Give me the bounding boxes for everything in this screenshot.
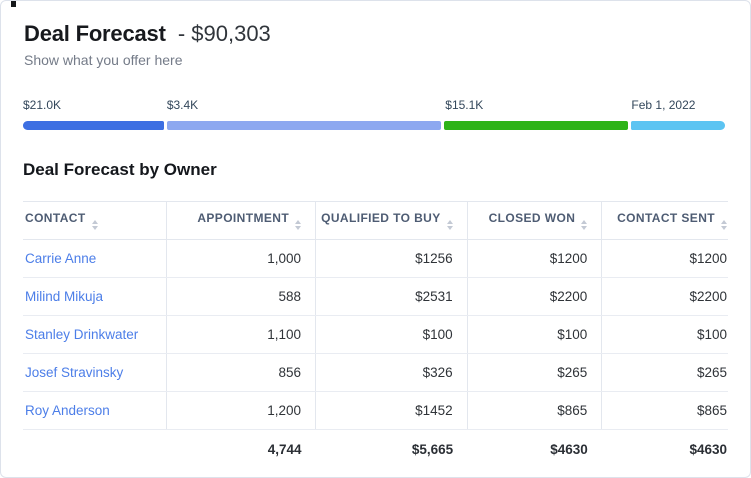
page-title: Deal Forecast: [24, 21, 166, 46]
progress-segment-3[interactable]: [444, 121, 628, 130]
closed-won-cell: $865: [466, 391, 602, 430]
table-row: Carrie Anne 1,000 $1256 $1200 $1200: [23, 239, 728, 278]
totals-empty-cell: [23, 429, 167, 471]
column-header-label: APPOINTMENT: [197, 211, 290, 225]
page-subtitle: Show what you offer here: [24, 52, 183, 68]
segment-label-date: Feb 1, 2022: [631, 98, 696, 112]
forecast-progress-bar: [23, 121, 728, 130]
column-header-label: QUALIFIED TO BUY: [321, 211, 441, 225]
column-header-appointment[interactable]: APPOINTMENT: [166, 201, 316, 240]
text-cursor-artifact: [11, 1, 16, 7]
qualified-cell: $100: [315, 315, 468, 354]
column-header-contact[interactable]: CONTACT: [23, 201, 167, 240]
forecast-total-amount: - $90,303: [177, 21, 271, 46]
closed-won-cell: $100: [466, 315, 602, 354]
progress-segment-2[interactable]: [167, 121, 442, 130]
contact-link[interactable]: Milind Mikuja: [25, 289, 104, 304]
column-header-label: CONTACT: [25, 211, 86, 225]
progress-segment-1[interactable]: [23, 121, 164, 130]
contact-link[interactable]: Stanley Drinkwater: [25, 327, 139, 342]
contact-sent-cell: $100: [601, 315, 728, 354]
contact-sent-cell: $1200: [601, 239, 728, 278]
sort-icon[interactable]: [721, 220, 727, 230]
totals-appointment: 4,744: [166, 429, 316, 471]
card-header: Deal Forecast - $90,303 Show what you of…: [1, 1, 750, 68]
segment-label-appointment: $21.0K: [23, 98, 62, 112]
table-row: Roy Anderson 1,200 $1452 $865 $865: [23, 391, 728, 430]
title-row: Deal Forecast - $90,303: [24, 20, 727, 48]
table-section-title: Deal Forecast by Owner: [23, 160, 217, 179]
totals-qualified: $5,665: [315, 429, 468, 471]
contact-link[interactable]: Carrie Anne: [25, 251, 97, 266]
appointment-cell: 1,200: [166, 391, 316, 430]
sort-icon[interactable]: [295, 220, 301, 230]
segment-label-qualified: $3.4K: [166, 98, 199, 112]
table-header-row: CONTACT APPOINTMENT QUALIFIED TO BUY CLO…: [23, 201, 728, 240]
forecast-progress: $21.0K $3.4K $15.1K Feb 1, 2022: [23, 98, 728, 130]
column-header-closed-won[interactable]: CLOSED WON: [466, 201, 602, 240]
progress-segment-4[interactable]: [630, 121, 725, 130]
totals-contact-sent: $4630: [601, 429, 728, 471]
sort-icon[interactable]: [581, 220, 587, 230]
forecast-progress-labels: $21.0K $3.4K $15.1K Feb 1, 2022: [23, 98, 728, 118]
table-row: Josef Stravinsky 856 $326 $265 $265: [23, 353, 728, 392]
column-header-label: CONTACT SENT: [617, 211, 715, 225]
qualified-cell: $1452: [315, 391, 468, 430]
appointment-cell: 856: [166, 353, 316, 392]
forecast-table: CONTACT APPOINTMENT QUALIFIED TO BUY CLO…: [23, 201, 728, 471]
contact-sent-cell: $865: [601, 391, 728, 430]
appointment-cell: 1,000: [166, 239, 316, 278]
column-header-qualified-to-buy[interactable]: QUALIFIED TO BUY: [315, 201, 468, 240]
qualified-cell: $326: [315, 353, 468, 392]
table-row: Milind Mikuja 588 $2531 $2200 $2200: [23, 277, 728, 316]
appointment-cell: 1,100: [166, 315, 316, 354]
forecast-table-wrap: CONTACT APPOINTMENT QUALIFIED TO BUY CLO…: [23, 201, 728, 471]
contact-link[interactable]: Josef Stravinsky: [25, 365, 124, 380]
totals-closed-won: $4630: [467, 429, 602, 471]
contact-sent-cell: $265: [601, 353, 728, 392]
sort-icon[interactable]: [92, 220, 98, 230]
contact-link[interactable]: Roy Anderson: [25, 403, 110, 418]
sort-icon[interactable]: [447, 220, 453, 230]
contact-sent-cell: $2200: [601, 277, 728, 316]
segment-label-closed-won: $15.1K: [445, 98, 484, 112]
appointment-cell: 588: [166, 277, 316, 316]
closed-won-cell: $2200: [466, 277, 602, 316]
table-row: Stanley Drinkwater 1,100 $100 $100 $100: [23, 315, 728, 354]
column-header-label: CLOSED WON: [488, 211, 576, 225]
totals-row: 4,744 $5,665 $4630 $4630: [23, 429, 728, 471]
column-header-contact-sent[interactable]: CONTACT SENT: [601, 201, 728, 240]
qualified-cell: $1256: [315, 239, 468, 278]
qualified-cell: $2531: [315, 277, 468, 316]
closed-won-cell: $1200: [466, 239, 602, 278]
closed-won-cell: $265: [466, 353, 602, 392]
